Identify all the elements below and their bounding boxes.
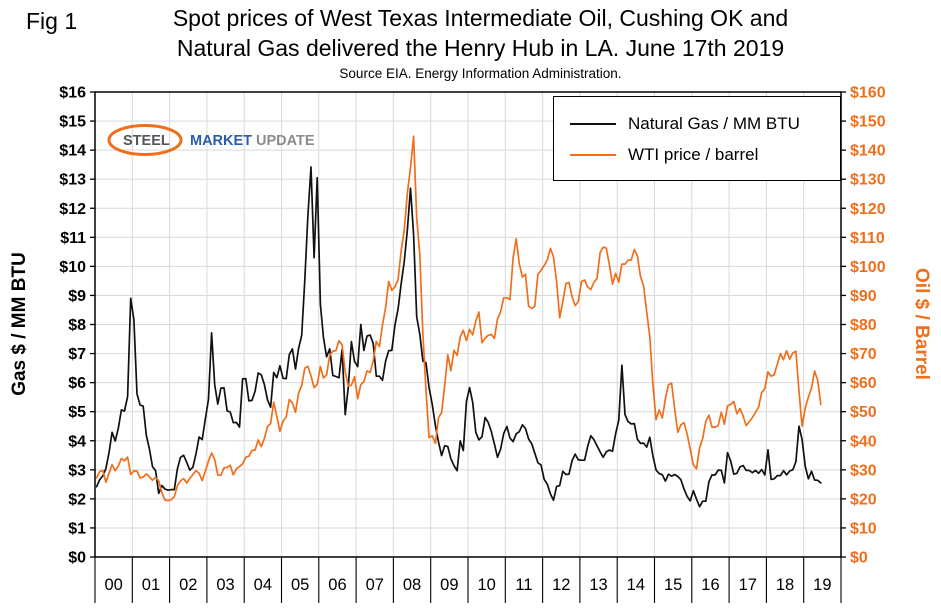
left-tick-label: $12 [59,201,86,218]
right-axis-title: Oil $ / Barrel [911,268,932,380]
figure-number: Fig 1 [26,8,78,34]
left-tick-label: $8 [68,317,86,334]
left-tick-label: $10 [59,259,86,276]
right-tick-label: $60 [850,375,877,392]
gas-line-swatch [570,122,616,125]
logo-swoosh [107,124,183,156]
left-tick-label: $5 [68,404,86,421]
x-tick-label: 02 [179,576,197,594]
logo-text-steel: STEEL [123,133,170,149]
series-line-gas [95,166,822,508]
left-axis-title: Gas $ / MM BTU [9,252,30,396]
x-tick-label: 06 [328,576,346,594]
x-tick-label: 12 [552,576,570,594]
left-tick-label: $16 [59,85,86,102]
logo-text-market: MARKET [190,133,252,149]
chart-source-subtitle: Source EIA. Energy Information Administr… [339,66,622,81]
chart-title-line1: Spot prices of West Texas Intermediate O… [172,5,789,31]
legend-item-oil: WTI price / barrel [570,139,840,170]
right-tick-label: $90 [850,288,877,305]
x-tick-label: 08 [403,576,421,594]
legend-label-oil: WTI price / barrel [628,144,759,164]
x-tick-label: 05 [291,576,309,594]
right-tick-label: $0 [850,550,868,567]
right-tick-label: $120 [850,201,886,218]
left-tick-label: $11 [60,230,86,247]
right-tick-label: $70 [850,346,877,363]
x-tick-label: 15 [664,576,682,594]
x-tick-label: 04 [254,576,272,594]
right-tick-label: $160 [850,85,886,102]
x-tick-label: 10 [477,576,495,594]
left-tick-label: $9 [68,288,86,305]
left-tick-label: $13 [59,172,86,189]
right-tick-label: $150 [850,114,886,131]
left-tick-label: $14 [59,143,86,160]
series-line-oil [95,135,822,502]
left-tick-label: $0 [68,550,86,567]
right-tick-label: $10 [850,520,877,537]
right-tick-label: $110 [850,230,885,247]
legend: Natural Gas / MM BTU WTI price / barrel [553,96,841,181]
right-tick-label: $130 [850,172,886,189]
logo-text-update: UPDATE [256,133,315,149]
x-tick-label: 03 [216,576,234,594]
x-tick-label: 14 [627,576,645,594]
logo-graphic: STEEL MARKET UPDATE [107,124,315,156]
left-tick-label: $15 [59,114,86,131]
left-tick-label: $7 [68,346,86,363]
right-tick-label: $140 [850,143,886,160]
x-tick-label: 09 [440,576,458,594]
left-tick-label: $3 [68,462,86,479]
left-tick-label: $1 [68,520,86,537]
x-tick-label: 13 [589,576,607,594]
chart-title-line2: Natural Gas delivered the Henry Hub in L… [176,35,785,61]
left-tick-label: $2 [68,491,86,508]
x-tick-label: 00 [104,576,122,594]
right-tick-label: $100 [850,259,886,276]
steel-market-update-logo: STEEL MARKET UPDATE [106,116,316,164]
left-tick-label: $4 [68,433,86,450]
legend-item-gas: Natural Gas / MM BTU [570,108,840,139]
oil-line-swatch [570,153,616,156]
x-tick-label: 11 [515,576,532,594]
right-tick-label: $30 [850,462,877,479]
legend-label-gas: Natural Gas / MM BTU [628,113,800,133]
right-tick-label: $50 [850,404,877,421]
x-tick-label: 17 [739,576,757,594]
right-tick-label: $40 [850,433,877,450]
x-tick-label: 01 [142,576,160,594]
x-tick-label: 16 [701,576,719,594]
right-tick-label: $80 [850,317,877,334]
right-tick-label: $20 [850,491,877,508]
left-tick-label: $6 [68,375,86,392]
x-tick-label: 07 [366,576,384,594]
x-tick-label: 19 [813,576,831,594]
x-tick-label: 18 [776,576,794,594]
